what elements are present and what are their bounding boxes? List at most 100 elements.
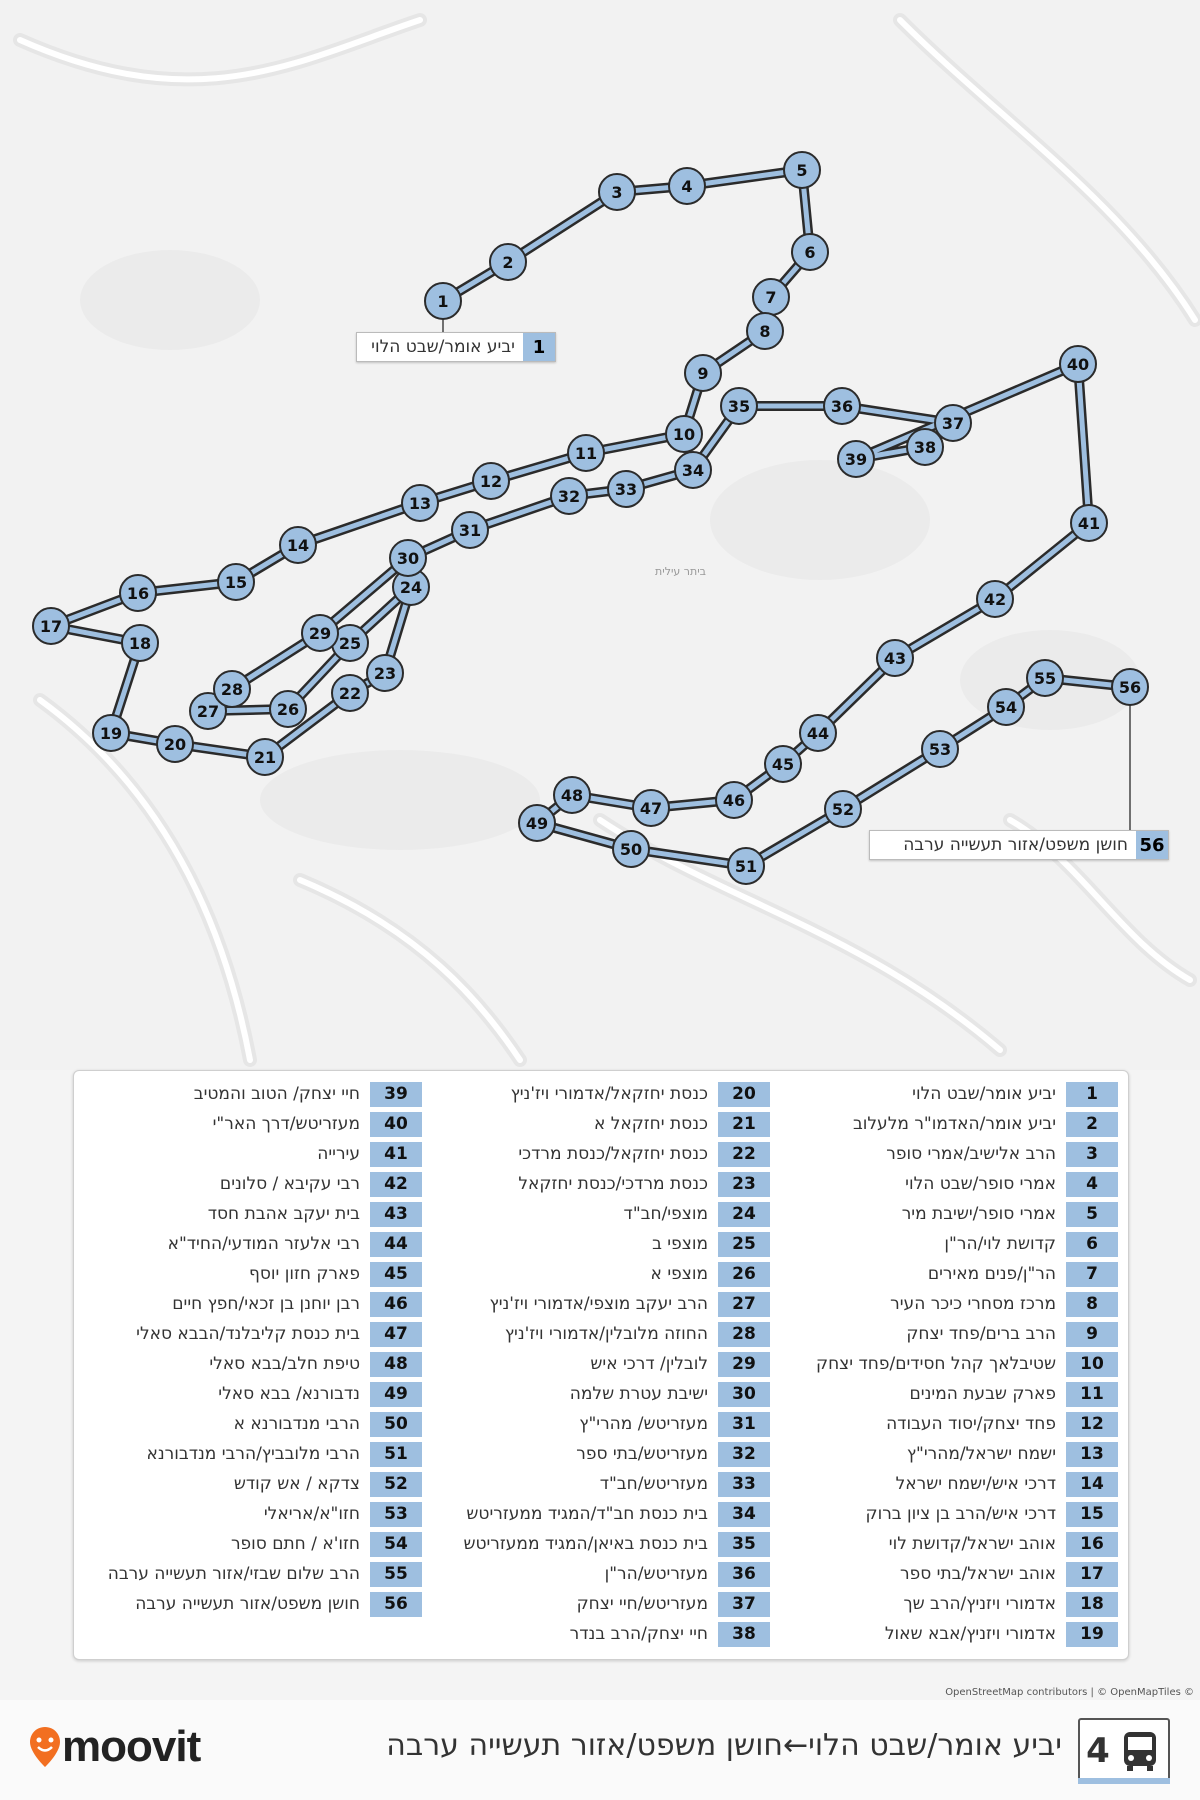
stop-row[interactable]: 47 בית כנסת קליבלנד/הבבא סאלי: [82, 1321, 422, 1347]
stop-marker-33[interactable]: 33: [607, 470, 645, 508]
stop-row[interactable]: 12 פחד יצחק/יסוד העבודה: [778, 1411, 1118, 1437]
stop-marker-36[interactable]: 36: [823, 387, 861, 425]
stop-marker-35[interactable]: 35: [720, 387, 758, 425]
stop-row[interactable]: 6 קדושת לוי/הר"ן: [778, 1231, 1118, 1257]
stop-marker-45[interactable]: 45: [764, 745, 802, 783]
stop-row[interactable]: 37 מעזריטש/חיי יצחק: [430, 1591, 770, 1617]
stop-marker-50[interactable]: 50: [612, 830, 650, 868]
stop-row[interactable]: 55 הרב שלום שבזי/אזור תעשייה ערבה: [82, 1561, 422, 1587]
stop-row[interactable]: 32 מעזריטש/בתי ספר: [430, 1441, 770, 1467]
stop-marker-7[interactable]: 7: [752, 278, 790, 316]
stop-row[interactable]: 43 בית יעקב אהבת חסד: [82, 1201, 422, 1227]
stop-marker-40[interactable]: 40: [1059, 345, 1097, 383]
stop-row[interactable]: 44 רבי אלעזר המודעי/החיד"א: [82, 1231, 422, 1257]
stop-row[interactable]: 13 ישמח ישראל/מהרי"ץ: [778, 1441, 1118, 1467]
stop-row[interactable]: 14 דרכי איש/ישמח ישראל: [778, 1471, 1118, 1497]
stop-row[interactable]: 31 מעזריטש/ מהרי"ץ: [430, 1411, 770, 1437]
stop-row[interactable]: 39 חיי יצחק/ הטוב והמטיב: [82, 1081, 422, 1107]
stop-row[interactable]: 19 אדמורי ויזניץ/אבא שאול: [778, 1621, 1118, 1647]
stop-row[interactable]: 33 מעזריטש/חב"ד: [430, 1471, 770, 1497]
stop-row[interactable]: 51 הרבי מלובביץ/הרבי מנדבורנא: [82, 1441, 422, 1467]
stop-marker-30[interactable]: 30: [389, 539, 427, 577]
stop-row[interactable]: 49 נדבורנא/ בבא סאלי: [82, 1381, 422, 1407]
stop-marker-1[interactable]: 1: [424, 282, 462, 320]
stop-marker-19[interactable]: 19: [92, 714, 130, 752]
stop-marker-52[interactable]: 52: [824, 790, 862, 828]
stop-row[interactable]: 52 צדקא / אש קודש: [82, 1471, 422, 1497]
stop-marker-24[interactable]: 24: [392, 568, 430, 606]
stop-row[interactable]: 30 ישיבת עטרת שלמה: [430, 1381, 770, 1407]
stop-row[interactable]: 1 יביע אומר/שבט הלוי: [778, 1081, 1118, 1107]
stop-row[interactable]: 2 יביע אומר/האדמו"ר מלעלוב: [778, 1111, 1118, 1137]
stop-row[interactable]: 24 מוצפי/חב"ד: [430, 1201, 770, 1227]
stop-marker-14[interactable]: 14: [279, 526, 317, 564]
stop-row[interactable]: 9 הרב ברים/פחד יצחק: [778, 1321, 1118, 1347]
stop-marker-37[interactable]: 37: [934, 404, 972, 442]
stop-marker-29[interactable]: 29: [301, 614, 339, 652]
stop-marker-20[interactable]: 20: [156, 725, 194, 763]
stop-marker-4[interactable]: 4: [668, 167, 706, 205]
stop-marker-26[interactable]: 26: [269, 690, 307, 728]
stop-marker-6[interactable]: 6: [791, 233, 829, 271]
stop-marker-43[interactable]: 43: [876, 639, 914, 677]
stop-row[interactable]: 21 כנסת יחזקאל א: [430, 1111, 770, 1137]
stop-marker-32[interactable]: 32: [550, 477, 588, 515]
stop-row[interactable]: 41 עירייה: [82, 1141, 422, 1167]
stop-marker-53[interactable]: 53: [921, 730, 959, 768]
stop-marker-41[interactable]: 41: [1070, 504, 1108, 542]
stop-marker-16[interactable]: 16: [119, 574, 157, 612]
stop-marker-2[interactable]: 2: [489, 243, 527, 281]
stop-row[interactable]: 46 רבן יוחנן בן זכאי/חפץ חיים: [82, 1291, 422, 1317]
stop-marker-56[interactable]: 56: [1111, 668, 1149, 706]
stop-row[interactable]: 20 כנסת יחזקאל/אדמורי ויז'ניץ: [430, 1081, 770, 1107]
stop-row[interactable]: 25 מוצפי ב: [430, 1231, 770, 1257]
stop-row[interactable]: 10 שטיבלאך קהל חסידים/פחד יצחק: [778, 1351, 1118, 1377]
stop-marker-9[interactable]: 9: [684, 354, 722, 392]
stop-marker-49[interactable]: 49: [518, 804, 556, 842]
stop-marker-28[interactable]: 28: [213, 670, 251, 708]
stop-marker-44[interactable]: 44: [799, 714, 837, 752]
stop-row[interactable]: 17 אוהב ישראל/בתי ספר: [778, 1561, 1118, 1587]
stop-row[interactable]: 11 פארק שבעת המינים: [778, 1381, 1118, 1407]
stop-marker-21[interactable]: 21: [246, 738, 284, 776]
stop-marker-42[interactable]: 42: [976, 580, 1014, 618]
stop-row[interactable]: 26 מוצפי א: [430, 1261, 770, 1287]
stop-marker-38[interactable]: 38: [906, 428, 944, 466]
stop-marker-39[interactable]: 39: [837, 440, 875, 478]
stop-row[interactable]: 48 טיפת חלב/בבא סאלי: [82, 1351, 422, 1377]
stop-row[interactable]: 34 בית כנסת חב"ד/המגיד ממעזריטש: [430, 1501, 770, 1527]
stop-row[interactable]: 8 מרכז מסחרי כיכר העיר: [778, 1291, 1118, 1317]
stop-row[interactable]: 54 חזו'א / חתם סופר: [82, 1531, 422, 1557]
stop-row[interactable]: 45 פארק חזון יוסף: [82, 1261, 422, 1287]
stop-row[interactable]: 29 לובלין/ דרכי איש: [430, 1351, 770, 1377]
stop-marker-51[interactable]: 51: [727, 847, 765, 885]
stop-marker-34[interactable]: 34: [674, 451, 712, 489]
stop-row[interactable]: 27 הרב יעקב מוצפי/אדמורי ויז'ניץ: [430, 1291, 770, 1317]
stop-marker-18[interactable]: 18: [121, 624, 159, 662]
stop-row[interactable]: 42 רבי עקיבא / סלונים: [82, 1171, 422, 1197]
stop-marker-15[interactable]: 15: [217, 563, 255, 601]
stop-marker-3[interactable]: 3: [598, 173, 636, 211]
stop-row[interactable]: 3 הרב אלישיב/אמרי סופר: [778, 1141, 1118, 1167]
stop-marker-13[interactable]: 13: [401, 484, 439, 522]
stop-marker-31[interactable]: 31: [451, 511, 489, 549]
stop-row[interactable]: 15 דרכי איש/הרב בן ציון ברוק: [778, 1501, 1118, 1527]
stop-marker-47[interactable]: 47: [632, 789, 670, 827]
stop-marker-8[interactable]: 8: [746, 312, 784, 350]
stop-row[interactable]: 50 הרבי מנדבורנא א: [82, 1411, 422, 1437]
stop-marker-5[interactable]: 5: [783, 151, 821, 189]
end-callout[interactable]: 56 חושן משפט/אזור תעשייה ערבה: [869, 830, 1169, 860]
stop-marker-10[interactable]: 10: [665, 415, 703, 453]
stop-row[interactable]: 35 בית כנסת באיאן/המגיד ממעזריטש: [430, 1531, 770, 1557]
stop-row[interactable]: 18 אדמורי ויזניץ/הרב שך: [778, 1591, 1118, 1617]
stop-row[interactable]: 28 החוזה מלובלין/אדמורי ויז'ניץ: [430, 1321, 770, 1347]
stop-marker-46[interactable]: 46: [715, 781, 753, 819]
stop-marker-12[interactable]: 12: [472, 462, 510, 500]
stop-marker-55[interactable]: 55: [1026, 659, 1064, 697]
stop-marker-27[interactable]: 27: [189, 692, 227, 730]
stop-marker-23[interactable]: 23: [366, 654, 404, 692]
stop-marker-11[interactable]: 11: [567, 434, 605, 472]
stop-row[interactable]: 22 כנסת יחזקאל/כנסת מרדכי: [430, 1141, 770, 1167]
stop-row[interactable]: 4 אמרי סופר/שבט הלוי: [778, 1171, 1118, 1197]
start-callout[interactable]: 1 יביע אומר/שבט הלוי: [356, 332, 556, 362]
